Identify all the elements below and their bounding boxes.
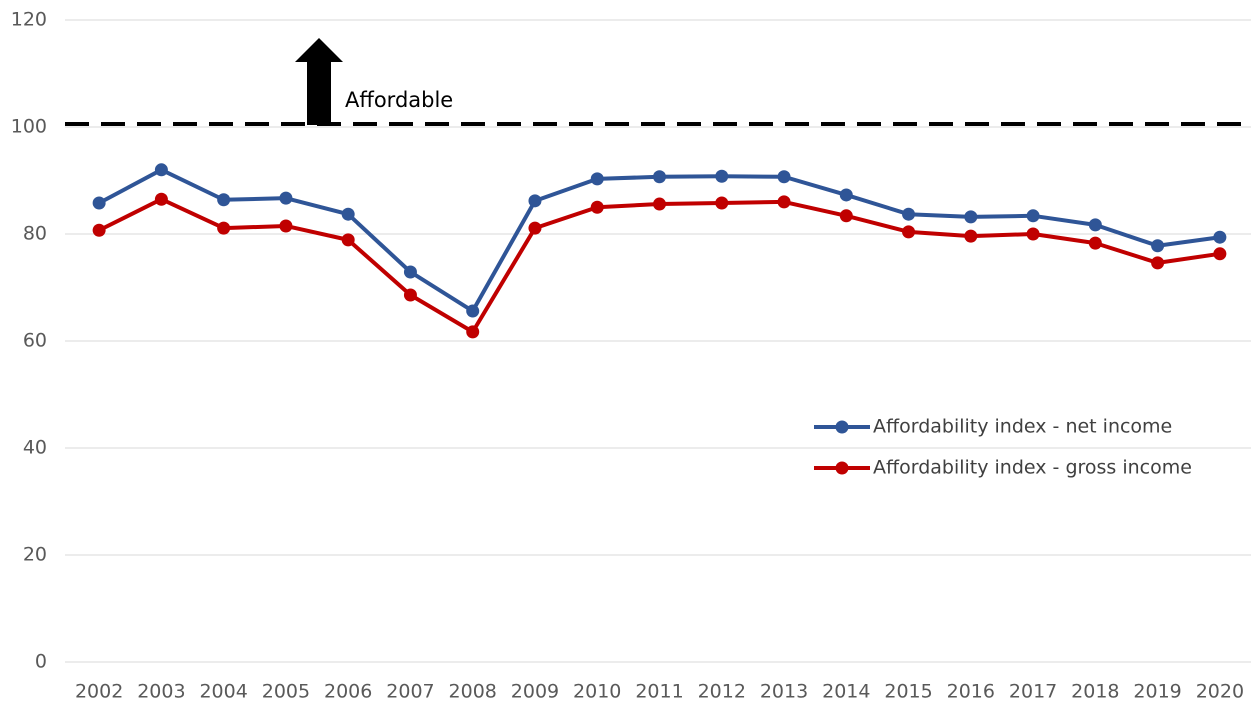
y-tick-label: 40 (23, 437, 47, 459)
data-point (403, 288, 417, 302)
legend-marker (835, 420, 849, 434)
x-tick-label: 2018 (1071, 681, 1119, 703)
x-tick-label: 2017 (1009, 681, 1057, 703)
x-tick-label: 2003 (137, 681, 185, 703)
y-tick-label: 100 (11, 116, 47, 138)
data-point (217, 221, 231, 235)
x-tick-label: 2009 (511, 681, 559, 703)
data-point (154, 192, 168, 206)
data-point (1151, 256, 1165, 270)
data-point (1213, 230, 1227, 244)
data-point (1213, 247, 1227, 261)
data-point (528, 194, 542, 208)
x-tick-label: 2010 (573, 681, 621, 703)
data-point (1026, 209, 1040, 223)
data-point (1151, 239, 1165, 253)
x-tick-label: 2012 (698, 681, 746, 703)
legend-marker (835, 461, 849, 475)
data-point (341, 233, 355, 247)
data-point (403, 265, 417, 279)
data-point (1088, 218, 1102, 232)
data-point (466, 325, 480, 339)
data-point (590, 172, 604, 186)
x-tick-label: 2005 (262, 681, 310, 703)
data-point (92, 223, 106, 237)
data-point (590, 200, 604, 214)
x-tick-label: 2014 (822, 681, 870, 703)
data-point (715, 196, 729, 210)
x-tick-label: 2007 (386, 681, 434, 703)
y-tick-label: 60 (23, 330, 47, 352)
data-point (839, 188, 853, 202)
data-point (964, 210, 978, 224)
x-tick-label: 2015 (884, 681, 932, 703)
data-point (466, 304, 480, 318)
data-point (1026, 227, 1040, 241)
x-tick-label: 2011 (635, 681, 683, 703)
annotation: Affordable (345, 88, 453, 112)
legend-label: Affordability index - net income (873, 416, 1172, 438)
x-tick-label: 2002 (75, 681, 123, 703)
affordable-arrow (295, 38, 343, 125)
data-point (964, 229, 978, 243)
data-point (715, 169, 729, 183)
data-point (217, 193, 231, 207)
x-tick-label: 2020 (1196, 681, 1244, 703)
x-tick-label: 2004 (199, 681, 247, 703)
x-tick-label: 2019 (1133, 681, 1181, 703)
y-tick-label: 20 (23, 544, 47, 566)
y-tick-label: 80 (23, 223, 47, 245)
data-point (279, 191, 293, 205)
data-point (777, 170, 791, 184)
legend-label: Affordability index - gross income (873, 457, 1192, 479)
data-point (902, 207, 916, 221)
data-point (92, 196, 106, 210)
data-point (341, 207, 355, 221)
x-tick-label: 2013 (760, 681, 808, 703)
data-point (653, 170, 666, 184)
data-point (902, 225, 916, 239)
series-line (98, 167, 1221, 314)
x-tick-label: 2016 (947, 681, 995, 703)
x-tick-label: 2008 (449, 681, 497, 703)
data-point (279, 219, 293, 233)
y-tick-label: 0 (35, 651, 47, 673)
data-point (777, 195, 791, 209)
data-point (528, 221, 542, 235)
y-tick-label: 120 (11, 9, 47, 31)
x-tick-label: 2006 (324, 681, 372, 703)
data-point (1088, 236, 1102, 250)
data-point (839, 209, 853, 223)
data-point (154, 163, 168, 177)
data-point (653, 197, 666, 211)
